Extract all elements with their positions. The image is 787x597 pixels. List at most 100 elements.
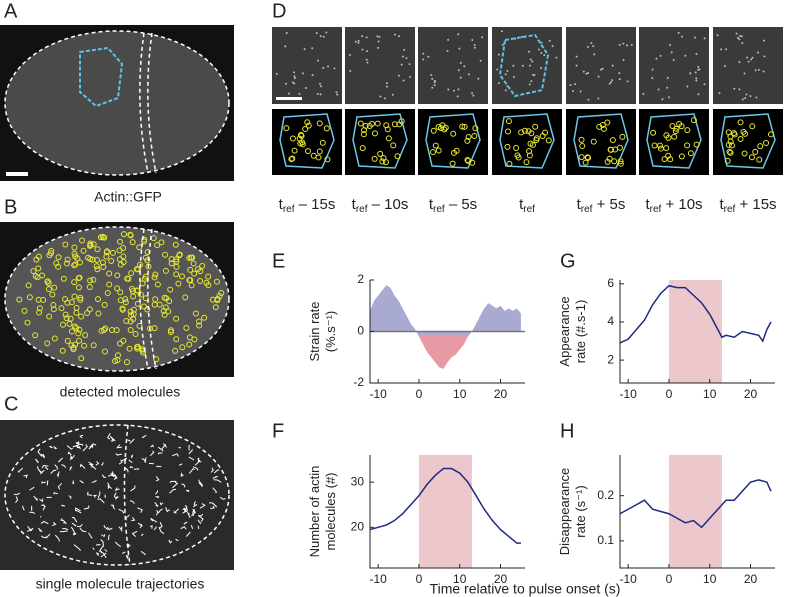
spot	[452, 89, 455, 92]
trajectory	[88, 532, 93, 539]
spot	[677, 31, 680, 34]
spot	[723, 65, 726, 68]
spot	[540, 52, 543, 55]
detection	[361, 127, 368, 134]
trajectory	[192, 504, 198, 508]
spot	[379, 95, 382, 98]
spot	[467, 73, 470, 76]
spot	[590, 42, 593, 45]
trajectory	[97, 491, 101, 499]
embryo-outline	[4, 30, 230, 176]
spot	[672, 58, 675, 61]
spot	[391, 93, 394, 96]
detection	[465, 157, 472, 164]
trajectory	[89, 443, 97, 448]
tile	[492, 109, 562, 175]
trajectory	[37, 527, 42, 532]
spot	[747, 60, 750, 63]
detection	[604, 119, 611, 126]
trajectory	[114, 496, 119, 500]
spot	[402, 79, 405, 82]
spot	[668, 96, 671, 99]
trajectory	[191, 511, 196, 517]
spot	[422, 52, 425, 55]
y-axis-label-line: Appearance	[557, 296, 572, 366]
spot	[686, 85, 689, 88]
detection	[435, 124, 442, 131]
detection	[288, 156, 295, 163]
time-label-sub: ref	[356, 204, 368, 215]
detection	[80, 247, 87, 254]
trajectory	[40, 520, 49, 525]
detection	[190, 260, 197, 267]
detection	[749, 123, 756, 130]
trajectory	[140, 533, 144, 537]
detection	[98, 327, 105, 334]
detection	[106, 281, 113, 288]
spot	[611, 64, 614, 67]
trajectory	[192, 466, 199, 471]
spot	[745, 93, 748, 96]
detection	[505, 118, 512, 125]
highlight	[418, 455, 472, 568]
scale-bar	[276, 97, 302, 100]
spot	[348, 53, 351, 56]
x-tick-label: 0	[416, 572, 423, 586]
x-tick-label: 20	[494, 572, 508, 586]
trajectory	[182, 508, 188, 514]
trajectory	[71, 480, 75, 485]
detection	[464, 156, 471, 163]
trajectory	[118, 526, 123, 532]
spot	[749, 95, 752, 98]
trajectory	[210, 505, 215, 509]
spot	[733, 87, 736, 90]
trajectory	[37, 448, 43, 457]
detection	[600, 125, 607, 132]
spot	[642, 92, 645, 95]
spot	[528, 83, 531, 86]
detection	[32, 332, 39, 339]
trajectory	[166, 509, 171, 512]
roi	[573, 113, 629, 169]
caption: single molecule trajectories	[36, 576, 205, 592]
detection	[756, 156, 763, 163]
detection	[371, 130, 378, 137]
spot	[651, 68, 654, 71]
furrow	[139, 32, 157, 174]
y-tick-label: 4	[607, 314, 614, 328]
spot	[655, 57, 658, 60]
spot	[398, 35, 401, 38]
spot	[618, 78, 621, 81]
detection	[175, 280, 182, 287]
trajectory	[33, 495, 38, 501]
x-tick-label: 20	[744, 572, 758, 586]
detection	[21, 307, 28, 314]
detection	[196, 318, 203, 325]
detection	[86, 283, 93, 290]
detection	[304, 119, 311, 126]
detection	[151, 325, 158, 332]
trajectory	[131, 530, 138, 537]
detection	[578, 154, 585, 161]
spot	[582, 70, 585, 73]
trajectory	[130, 485, 136, 492]
y-axis-label-line: rate (s⁻¹)	[573, 485, 588, 537]
spot	[610, 81, 613, 84]
detection	[111, 357, 118, 364]
detection	[441, 126, 448, 133]
detection	[99, 259, 106, 266]
trajectory	[83, 505, 90, 510]
trajectory	[70, 526, 76, 534]
roi	[352, 113, 408, 169]
trajectory	[181, 483, 186, 488]
detection	[60, 275, 67, 282]
detection	[582, 159, 589, 166]
spot	[555, 56, 558, 59]
detection	[129, 285, 136, 292]
spot	[622, 59, 625, 62]
labels: A B C D E F G H Actin::GFP detected mole…	[4, 0, 620, 596]
spot	[572, 89, 575, 92]
panel-letter: E	[272, 250, 285, 272]
time-label: tref + 15s	[719, 196, 776, 215]
